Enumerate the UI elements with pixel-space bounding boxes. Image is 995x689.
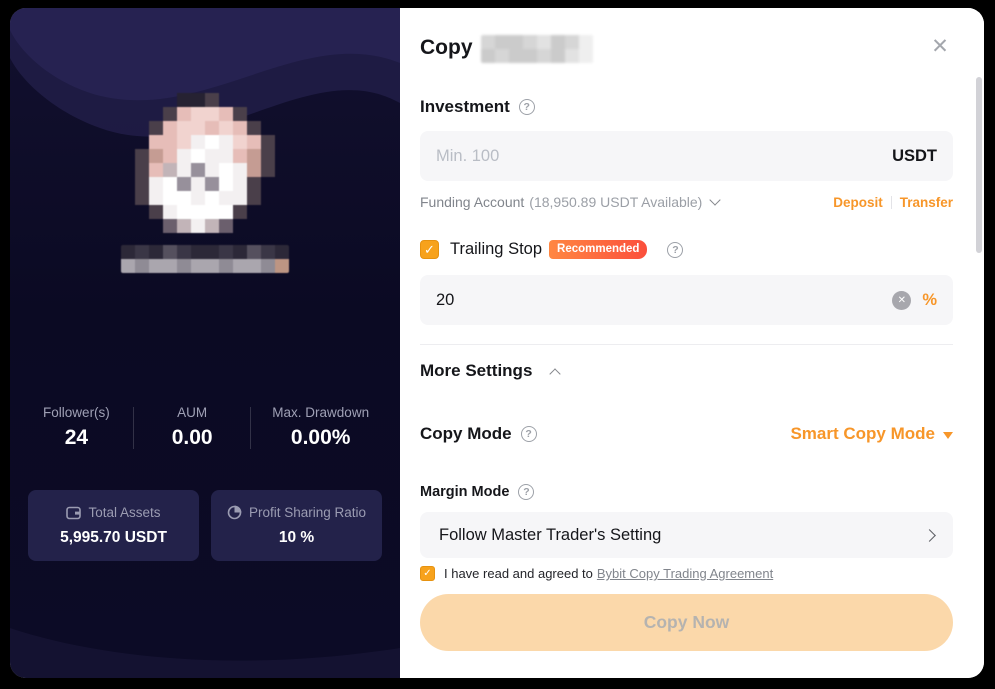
investment-input[interactable]: Min. 100 USDT — [420, 131, 953, 181]
agreement-checkbox[interactable]: ✓ — [420, 566, 435, 581]
copy-mode-dropdown[interactable]: Smart Copy Mode — [790, 424, 953, 444]
percent-suffix: % — [922, 290, 937, 309]
stat-value: 24 — [64, 426, 89, 449]
stat-value: 0.00% — [290, 426, 351, 449]
stat-aum: AUM 0.00 — [134, 405, 251, 450]
trader-name-blurred — [121, 245, 289, 273]
wallet-icon — [66, 506, 82, 519]
trader-avatar — [121, 93, 289, 233]
triangle-down-icon — [943, 431, 953, 439]
card-label: Profit Sharing Ratio — [248, 505, 367, 520]
trailing-stop-input[interactable]: 20 ✕ % — [420, 275, 953, 325]
help-icon[interactable]: ? — [667, 241, 684, 258]
chevron-right-icon — [923, 528, 936, 542]
modal-title: Copy — [420, 36, 473, 59]
copy-trading-modal: Follower(s) 24 AUM 0.00 Max. Drawdown 0.… — [10, 8, 984, 678]
trailing-stop-label: Trailing Stop — [450, 240, 543, 258]
funding-available-amount: (18,950.89 USDT Available) — [529, 194, 703, 210]
decorative-waves — [10, 8, 400, 137]
transfer-link[interactable]: Transfer — [899, 194, 953, 210]
link-divider — [890, 195, 892, 209]
funding-account-label[interactable]: Funding Account — [420, 194, 525, 210]
decorative-wave-bottom — [10, 628, 400, 678]
more-settings-label: More Settings — [420, 361, 533, 380]
copy-form-panel: Copy ✕ Investment ? Min. 100 USDT Fundin… — [400, 8, 984, 678]
stat-followers: Follower(s) 24 — [20, 405, 133, 450]
deposit-link[interactable]: Deposit — [833, 194, 883, 210]
pie-chart-icon — [227, 505, 242, 520]
stat-label: AUM — [177, 405, 208, 420]
more-settings-toggle[interactable]: More Settings — [420, 361, 953, 381]
stat-divider — [132, 406, 134, 449]
trailing-stop-checkbox[interactable]: ✓ — [420, 240, 439, 259]
card-value: 10 % — [278, 529, 315, 546]
help-icon[interactable]: ? — [518, 99, 535, 115]
stat-max-drawdown: Max. Drawdown 0.00% — [251, 405, 390, 450]
scrollbar-thumb[interactable] — [976, 77, 982, 253]
currency-suffix: USDT — [892, 146, 937, 165]
trailing-stop-value: 20 — [436, 290, 455, 309]
margin-mode-label: Margin Mode — [420, 484, 510, 500]
card-value: 5,995.70 USDT — [60, 529, 167, 546]
trader-profile-panel: Follower(s) 24 AUM 0.00 Max. Drawdown 0.… — [10, 8, 400, 678]
close-icon[interactable]: ✕ — [927, 34, 953, 60]
copy-now-button[interactable]: Copy Now — [420, 594, 953, 651]
margin-mode-setting-row[interactable]: Follow Master Trader's Setting — [420, 512, 953, 558]
stat-divider — [250, 406, 252, 449]
agreement-text: I have read and agreed to — [444, 566, 593, 581]
total-assets-card: Total Assets 5,995.70 USDT — [28, 490, 199, 561]
chevron-down-icon[interactable] — [709, 194, 721, 206]
copy-mode-value: Smart Copy Mode — [790, 424, 935, 443]
section-divider — [420, 344, 953, 345]
stat-label: Max. Drawdown — [272, 405, 370, 420]
card-label: Total Assets — [88, 505, 161, 520]
clear-icon[interactable]: ✕ — [892, 290, 912, 310]
agreement-link[interactable]: Bybit Copy Trading Agreement — [596, 566, 774, 581]
recommended-badge: Recommended — [549, 240, 648, 259]
chevron-up-icon — [549, 367, 562, 380]
trader-stats: Follower(s) 24 AUM 0.00 Max. Drawdown 0.… — [10, 405, 400, 450]
trader-name-title-blurred — [480, 35, 593, 63]
copy-mode-label: Copy Mode — [420, 424, 512, 443]
stat-label: Follower(s) — [43, 405, 110, 420]
investment-label: Investment — [420, 97, 510, 116]
help-icon[interactable]: ? — [520, 426, 537, 442]
help-icon[interactable]: ? — [518, 484, 535, 500]
investment-placeholder: Min. 100 — [436, 146, 500, 165]
profit-sharing-card: Profit Sharing Ratio 10 % — [211, 490, 382, 561]
stat-value: 0.00 — [171, 426, 213, 449]
margin-mode-value: Follow Master Trader's Setting — [439, 525, 662, 544]
